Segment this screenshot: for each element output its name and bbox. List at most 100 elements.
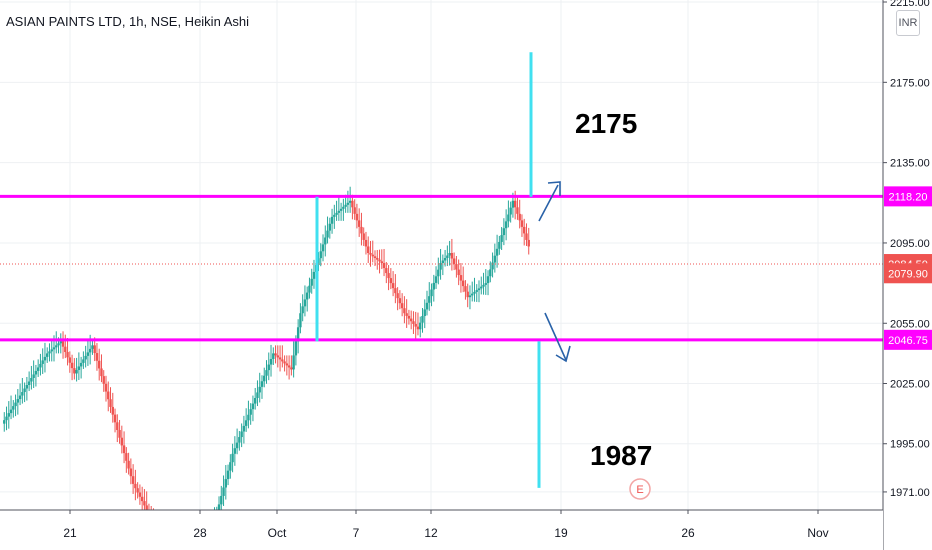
- candle-body: [296, 327, 300, 342]
- candle-body: [138, 492, 142, 497]
- candle-body: [484, 283, 487, 285]
- price-label-text: 2046.75: [888, 335, 928, 347]
- candle-body: [475, 290, 478, 292]
- candle-body: [351, 200, 354, 208]
- candle-body: [457, 269, 460, 276]
- currency-badge[interactable]: INR: [896, 10, 920, 36]
- candle-body: [73, 368, 76, 374]
- candle-body: [428, 296, 431, 303]
- candle-body: [88, 348, 92, 353]
- candle-body: [409, 318, 413, 322]
- candle-body: [290, 367, 293, 370]
- price-label-tag: [884, 263, 932, 284]
- candle-body: [450, 252, 454, 259]
- candle-body: [357, 220, 361, 227]
- candle-body: [16, 399, 20, 403]
- candle-body: [344, 204, 347, 207]
- candle-body: [446, 255, 449, 259]
- candle-body: [513, 200, 517, 208]
- candle-body: [319, 251, 322, 259]
- candle-body: [468, 295, 472, 298]
- time-axis-tick-label: 21: [63, 526, 77, 540]
- candle-body: [235, 442, 239, 449]
- candle-body: [430, 289, 433, 297]
- candle-body: [127, 460, 130, 469]
- candle-body: [425, 302, 429, 310]
- candle-body: [82, 359, 85, 363]
- candle-body: [346, 202, 350, 205]
- candle-body: [285, 363, 289, 366]
- candle-body: [502, 228, 506, 236]
- candle-body: [25, 385, 29, 389]
- candle-body: [473, 291, 476, 294]
- candle-body: [489, 269, 492, 277]
- candle-body: [283, 361, 286, 364]
- candle-body: [335, 212, 338, 215]
- candle-body: [434, 276, 438, 283]
- candle-body: [64, 346, 67, 353]
- candle-body: [258, 386, 261, 393]
- candle-body: [328, 223, 331, 231]
- candle-body: [333, 214, 336, 217]
- candle-body: [394, 288, 397, 294]
- candle-body: [136, 488, 139, 493]
- up-arrow-icon: [538, 181, 561, 222]
- candle-body: [226, 470, 230, 480]
- candle-body: [269, 358, 273, 365]
- candle-body: [301, 306, 304, 314]
- candle-body: [21, 392, 24, 396]
- candle-body: [32, 374, 35, 378]
- candle-body: [523, 226, 526, 234]
- candle-body: [113, 414, 117, 423]
- candle-body: [493, 255, 497, 263]
- candle-body: [109, 399, 112, 407]
- candle-body: [217, 504, 221, 510]
- price-axis-tick-label: 2025.00: [890, 379, 930, 391]
- candle-body: [525, 233, 528, 240]
- candle-body: [339, 208, 343, 211]
- candle-body: [34, 370, 38, 375]
- candle-body: [265, 370, 268, 376]
- candle-body: [400, 303, 404, 309]
- candle-body: [471, 293, 474, 296]
- candle-body: [287, 365, 291, 368]
- chart-title: ASIAN PAINTS LTD, 1h, NSE, Heikin Ashi: [6, 14, 249, 29]
- price-label-text: 2079.90: [888, 268, 928, 280]
- candle-body: [77, 366, 81, 370]
- candle-body: [274, 353, 277, 356]
- candle-body: [516, 207, 519, 214]
- candle-body: [107, 391, 110, 400]
- candle-body: [7, 413, 10, 417]
- price-label-tag: [884, 186, 932, 207]
- candle-body: [362, 233, 365, 240]
- candle-body: [102, 376, 105, 384]
- candle-body: [131, 476, 135, 484]
- time-axis-tick-label: 26: [681, 526, 695, 540]
- candle-body: [500, 235, 503, 242]
- price-axis-tick-label: 1995.00: [890, 439, 930, 451]
- candle-body: [61, 341, 65, 347]
- candle-body: [464, 286, 467, 292]
- candle-body: [272, 353, 275, 359]
- candle-body: [91, 345, 94, 349]
- candle-body: [423, 309, 426, 317]
- candle-body: [398, 298, 402, 304]
- candle-body: [50, 349, 53, 352]
- candle-body: [461, 280, 465, 287]
- candle-body: [86, 352, 90, 356]
- candle-body: [116, 422, 119, 431]
- candle-body: [222, 487, 225, 496]
- candle-body: [129, 468, 133, 477]
- candle-body: [378, 259, 381, 262]
- time-axis-tick-label: 19: [554, 526, 568, 540]
- candle-body: [140, 496, 144, 502]
- earnings-event-icon: [629, 478, 651, 500]
- down-arrow-icon: [544, 312, 571, 363]
- price-axis-tick-label: 1971.00: [890, 487, 930, 499]
- candle-body: [448, 252, 451, 256]
- candle-body: [520, 220, 524, 227]
- candle-body: [244, 420, 248, 426]
- candle-body: [238, 437, 241, 443]
- candle-body: [477, 288, 481, 291]
